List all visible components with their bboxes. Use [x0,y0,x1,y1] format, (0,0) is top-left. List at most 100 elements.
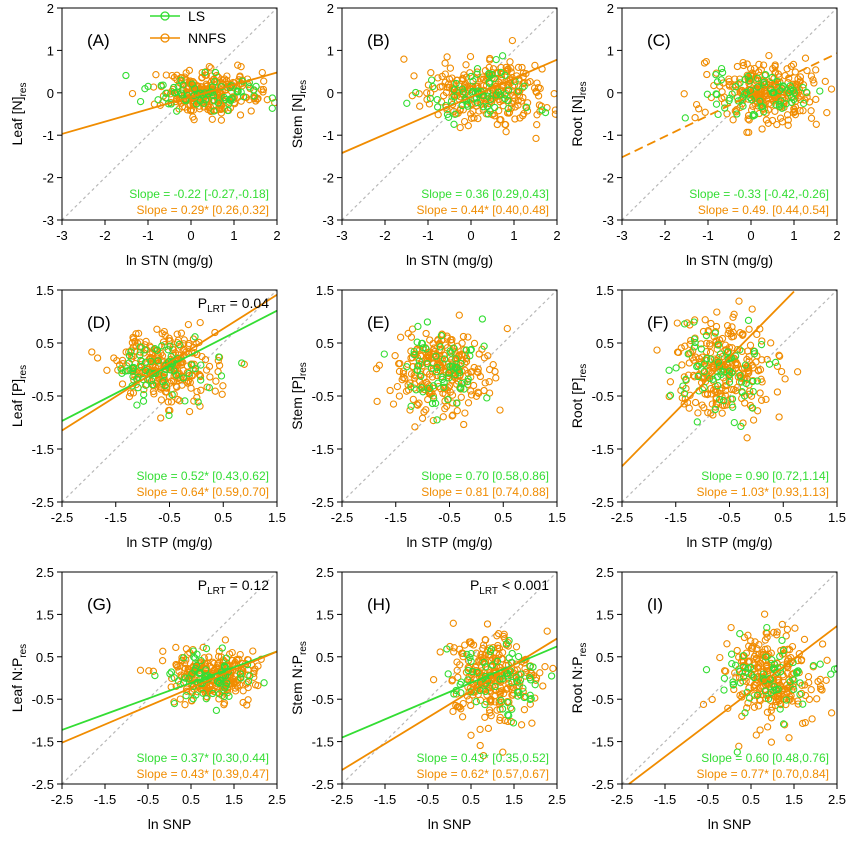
ls-fit-line [61,650,278,731]
ls-point [505,711,513,720]
ls-point [137,356,145,365]
ls-point [512,674,520,682]
nnfs-point [129,333,137,342]
ls-point [181,674,189,682]
x-axis-label: ln STN (mg/g) [686,252,773,268]
nnfs-point [816,682,825,691]
ls-point [133,401,141,409]
ls-point [526,662,534,671]
points [400,36,557,143]
nnfs-point [755,662,763,670]
nnfs-point [259,85,268,94]
ls-point [141,85,149,93]
nnfs-point [428,373,437,381]
ls-point [215,353,223,361]
nnfs-point [386,386,394,395]
ls-point [191,654,199,662]
plot-frame [621,571,838,785]
nnfs-point [391,352,399,360]
ls-point [732,83,740,91]
y-tick-label: 1.5 [36,607,54,622]
nnfs-fit-line [621,52,838,159]
nnfs-point [721,341,730,349]
y-tick-label: 0.5 [36,336,54,351]
nnfs-point [762,395,770,404]
nnfs-point [496,716,504,725]
ls-point [212,706,221,715]
ls-point [750,350,759,358]
nnfs-point [519,112,527,120]
ls-fit-line [341,645,558,739]
ls-point [681,114,689,122]
nnfs-point [460,71,468,79]
nnfs-point [400,55,408,63]
ls-point [118,369,126,377]
ls-point [444,396,452,404]
nnfs-point [159,647,167,655]
nnfs-point [497,73,506,81]
nnfs-point [448,336,456,344]
nnfs-point [455,311,463,319]
nnfs-point [214,368,222,376]
ls-point [483,102,492,111]
ls-point [136,97,145,106]
nnfs-point [176,661,184,670]
nnfs-point [730,354,738,362]
x-axis-label: ln SNP [708,816,752,832]
ls-point [166,670,174,678]
nnfs-slope-text: Slope = 0.29* [0.26,0.32] [137,203,269,217]
ls-point [446,362,454,370]
ls-point [154,357,162,365]
ls-point [771,358,780,367]
x-tick-label: -2 [379,228,391,243]
nnfs-point [760,610,769,618]
ls-point [720,686,728,694]
nnfs-point [513,88,521,97]
ls-point [490,75,498,83]
nnfs-point [174,395,182,404]
ls-point [193,661,201,670]
ls-point [403,363,411,371]
x-tick-label: -1.5 [385,510,407,525]
nnfs-point [129,389,138,397]
ls-point [505,637,513,645]
ls-point [733,748,741,756]
nnfs-point [780,721,789,729]
ls-point [141,358,150,366]
nnfs-point [190,343,198,352]
nnfs-point [761,645,769,654]
ls-point [225,100,233,108]
nnfs-point [254,662,262,670]
nnfs-point [205,653,213,661]
ls-point [483,394,491,402]
ls-point [760,108,768,116]
nnfs-point [810,79,818,87]
ls-point [173,107,181,115]
x-axis-label: ln STP (mg/g) [126,534,212,550]
nnfs-point [466,69,474,77]
nnfs-point [695,371,703,380]
nnfs-point [479,106,487,114]
ls-point [210,107,218,115]
x-tick-label: 1.5 [785,792,803,807]
x-tick-label: 1.5 [828,510,846,525]
nnfs-point [180,659,189,667]
nnfs-point [728,333,736,341]
ls-point [672,364,680,372]
nnfs-point [763,708,772,716]
nnfs-point [212,377,220,385]
panel-c: -3 -2 -1 0 1 2 -3 -2 -1 0 1 2 ln STN (mg/g) Root [N]r… [569,1,841,268]
ls-point [720,368,728,376]
x-tick-label: -0.5 [137,792,159,807]
ls-point [233,87,241,95]
ls-point [139,397,148,405]
ls-point [504,672,512,680]
nnfs-point [243,678,251,687]
nnfs-point [197,661,206,670]
nnfs-point [803,66,811,75]
nnfs-point [480,386,488,395]
nnfs-point [450,648,458,656]
nnfs-point [258,68,266,77]
nnfs-point [484,352,492,360]
nnfs-fit-line [341,58,558,154]
